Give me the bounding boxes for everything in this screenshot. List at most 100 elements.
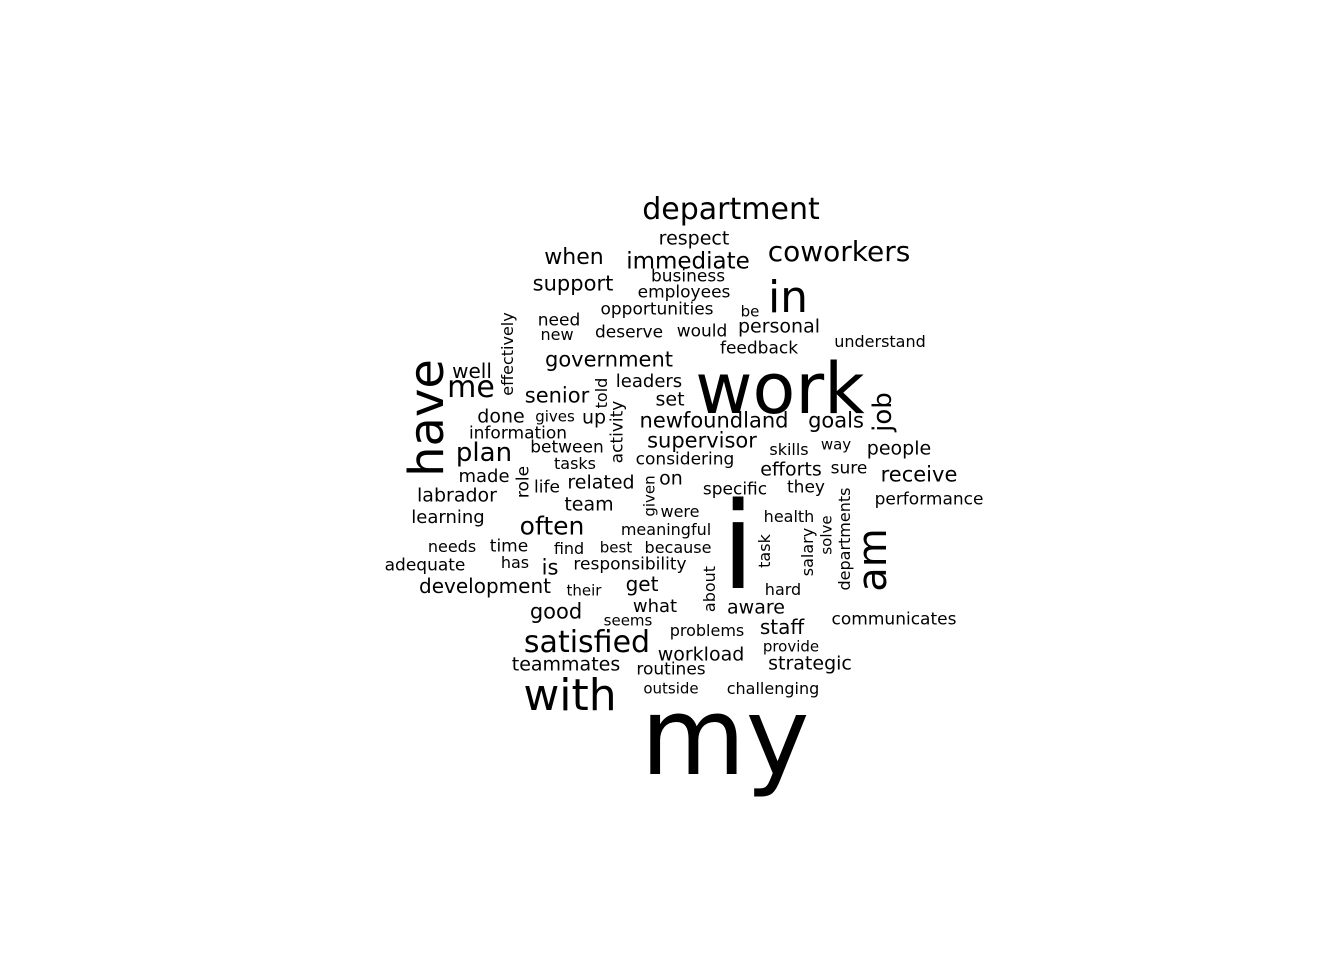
word-has: has	[500, 553, 530, 572]
word-me: me	[447, 370, 495, 405]
word-new: new	[540, 325, 574, 344]
word-workload: workload	[657, 643, 745, 666]
word-hard: hard	[764, 580, 802, 599]
word-task: task	[755, 534, 774, 568]
word-set: set	[655, 388, 685, 411]
word-often: often	[519, 511, 585, 541]
word-is: is	[541, 555, 559, 580]
word-personal: personal	[737, 315, 821, 338]
word-satisfied: satisfied	[523, 625, 651, 660]
word-up: up	[581, 406, 607, 429]
word-what: what	[632, 596, 678, 617]
word-team: team	[564, 493, 614, 516]
word-role: role	[513, 465, 534, 499]
word-they: they	[787, 477, 825, 498]
word-would: would	[676, 321, 728, 342]
word-were: were	[660, 502, 700, 521]
word-good: good	[529, 599, 583, 624]
word-performance: performance	[874, 489, 984, 510]
word-plan: plan	[455, 438, 513, 468]
word-coworkers: coworkers	[767, 235, 911, 268]
word-i: i	[721, 478, 755, 617]
word-respect: respect	[658, 227, 730, 250]
word-made: made	[458, 466, 510, 487]
word-activity: activity	[607, 400, 628, 464]
word-provide: provide	[762, 637, 820, 656]
word-well: well	[452, 359, 492, 383]
word-leaders: leaders	[615, 371, 683, 392]
word-life: life	[534, 477, 560, 498]
word-salary: salary	[798, 527, 817, 577]
word-people: people	[866, 437, 932, 460]
word-departments: departments	[835, 487, 854, 591]
word-be: be	[740, 302, 760, 321]
word-feedback: feedback	[719, 338, 799, 359]
word-sure: sure	[830, 458, 868, 479]
word-employees: employees	[637, 282, 731, 303]
word-meaningful: meaningful	[620, 520, 712, 539]
word-with: with	[523, 670, 617, 721]
word-health: health	[763, 507, 815, 526]
word-challenging: challenging	[726, 679, 820, 698]
word-aware: aware	[727, 596, 785, 619]
word-seems: seems	[603, 611, 653, 630]
word-job: job	[868, 392, 898, 432]
word-communicates: communicates	[831, 609, 957, 630]
word-when: when	[544, 245, 604, 270]
word-receive: receive	[880, 462, 958, 487]
word-responsibility: responsibility	[573, 554, 687, 575]
word-my: my	[640, 675, 810, 800]
word-best: best	[599, 538, 633, 557]
word-business: business	[650, 266, 726, 287]
word-considering: considering	[635, 449, 735, 470]
word-time: time	[489, 536, 529, 557]
word-supervisor: supervisor	[647, 428, 757, 453]
word-outside: outside	[643, 679, 699, 698]
word-their: their	[566, 581, 602, 600]
word-understand: understand	[834, 332, 926, 351]
word-about: about	[700, 565, 719, 613]
word-have: have	[399, 359, 455, 477]
word-need: need	[537, 310, 581, 331]
word-done: done	[477, 405, 525, 428]
word-deserve: deserve	[594, 322, 664, 343]
word-adequate: adequate	[384, 555, 466, 576]
word-effectively: effectively	[498, 312, 517, 396]
word-immediate: immediate	[626, 248, 750, 275]
word-work: work	[695, 348, 865, 430]
word-solve: solve	[817, 515, 836, 555]
word-related: related	[567, 471, 635, 494]
word-staff: staff	[759, 615, 805, 639]
word-government: government	[544, 347, 674, 372]
word-needs: needs	[427, 537, 477, 556]
word-support: support	[532, 271, 614, 296]
word-tasks: tasks	[553, 454, 597, 473]
word-skills: skills	[769, 440, 809, 459]
word-am: am	[850, 528, 896, 592]
word-efforts: efforts	[760, 458, 822, 481]
word-strategic: strategic	[768, 652, 852, 675]
word-because: because	[644, 538, 712, 557]
word-senior: senior	[524, 383, 590, 408]
word-on: on	[659, 467, 683, 490]
word-teammates: teammates	[511, 653, 621, 676]
word-opportunities: opportunities	[600, 299, 714, 320]
word-find: find	[553, 539, 585, 558]
word-goals: goals	[808, 408, 864, 433]
word-in: in	[767, 272, 809, 323]
word-information: information	[468, 423, 568, 444]
word-learning: learning	[411, 507, 485, 528]
word-get: get	[625, 572, 659, 596]
word-newfoundland: newfoundland	[639, 408, 789, 433]
word-given: given	[640, 475, 659, 517]
word-development: development	[419, 574, 551, 598]
word-specific: specific	[702, 479, 768, 500]
word-routines: routines	[636, 659, 706, 680]
word-way: way	[820, 435, 852, 454]
word-problems: problems	[669, 621, 745, 640]
word-between: between	[530, 437, 604, 458]
word-labrador: labrador	[417, 484, 497, 507]
word-department: department	[642, 192, 820, 227]
word-gives: gives	[535, 407, 575, 426]
